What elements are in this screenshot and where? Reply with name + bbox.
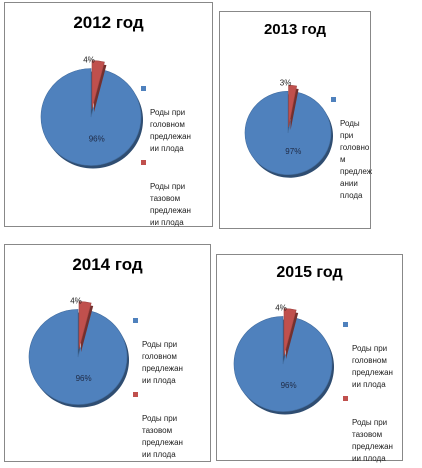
legend-item-head: Роды при головном предлежан ии плода xyxy=(343,319,403,391)
chart-title: 2012 год xyxy=(73,13,144,32)
legend-label-head: Роды при головно м предлеж ании плода xyxy=(340,119,373,200)
chart-panel-2013: 2013 год 97% 3% Роды при головно м предле… xyxy=(219,11,373,229)
legend-label-head: Роды при головном предлежан ии плода xyxy=(142,340,183,385)
legend-item-breech: Роды при тазовом предлежан ии плода xyxy=(343,393,403,465)
chart-panel-2012: 2012 год 96% 4% Роды при головном предлеж… xyxy=(4,2,213,227)
legend-swatch-breech xyxy=(141,160,146,165)
legend: Роды при головном предлежан ии плода Род… xyxy=(133,315,211,463)
legend-label-breech: Роды при тазовом предлежан ии плода xyxy=(150,182,191,227)
legend-label-head: Роды при головном предлежан ии плода xyxy=(352,344,393,389)
legend-swatch-head xyxy=(331,97,336,102)
legend-label-head: Роды при головном предлежан ии плода xyxy=(150,108,191,153)
chart-panel-2015: 2015 год 96% 4% Роды при головном предлеж… xyxy=(216,254,403,463)
chart-panel-2014: 2014 год 96% 4% Роды при головном предлеж… xyxy=(4,244,211,462)
legend-label-breech: Роды при тазовом предлежан ии плода xyxy=(142,414,183,459)
data-label-head: 96% xyxy=(76,374,92,383)
legend-item-head: Роды при головном предлежан ии плода xyxy=(133,315,211,387)
pie-chart-2013: 97% 3% xyxy=(244,78,333,178)
legend-item-head: Роды при головно м предлеж ании плода xyxy=(331,94,373,202)
legend: Роды при головном предлежан ии плода Род… xyxy=(343,319,403,467)
legend-swatch-head xyxy=(141,86,146,91)
pie-slice-head xyxy=(233,316,333,412)
chart-title: 2014 год xyxy=(72,255,143,274)
legend-swatch-breech xyxy=(133,392,138,397)
pie-slice-breech xyxy=(283,308,297,357)
legend-item-head: Роды при головном предлежан ии плода xyxy=(141,83,213,155)
pie-chart-2015: 96% 4% xyxy=(233,303,334,415)
data-label-head: 96% xyxy=(89,134,105,143)
legend-swatch-head xyxy=(133,318,138,323)
pie-chart-2012: 96% 4% xyxy=(40,56,143,169)
legend-swatch-head xyxy=(343,322,348,327)
legend-item-breech: Роды при тазовом предлежан ии плода xyxy=(141,157,213,229)
legend-swatch-breech xyxy=(343,396,348,401)
data-label-breech: 3% xyxy=(280,78,292,87)
data-label-head: 96% xyxy=(281,381,297,390)
legend-item-breech: Роды при тазовом предлежан ии плода xyxy=(133,389,211,461)
data-label-breech: 4% xyxy=(83,56,95,65)
legend: Роды при головном предлежан ии плода Род… xyxy=(141,83,213,231)
chart-title: 2015 год xyxy=(276,264,343,281)
pie-slice-breech xyxy=(288,85,297,128)
pie-chart-2014: 96% 4% xyxy=(28,296,130,408)
pie-slice-head xyxy=(40,68,142,166)
data-label-breech: 4% xyxy=(275,303,287,312)
data-label-breech: 4% xyxy=(70,296,82,305)
data-label-head: 97% xyxy=(285,147,301,156)
pie-slice-head xyxy=(28,309,128,405)
pie-slice-head xyxy=(244,90,332,175)
legend-label-breech: Роды при тазовом предлежан ии плода xyxy=(352,418,393,463)
chart-title: 2013 год xyxy=(263,21,327,38)
pie-slice-breech xyxy=(78,301,92,350)
pie-slice-breech xyxy=(91,60,105,110)
legend: Роды при головно м предлеж ании плода xyxy=(331,94,373,204)
